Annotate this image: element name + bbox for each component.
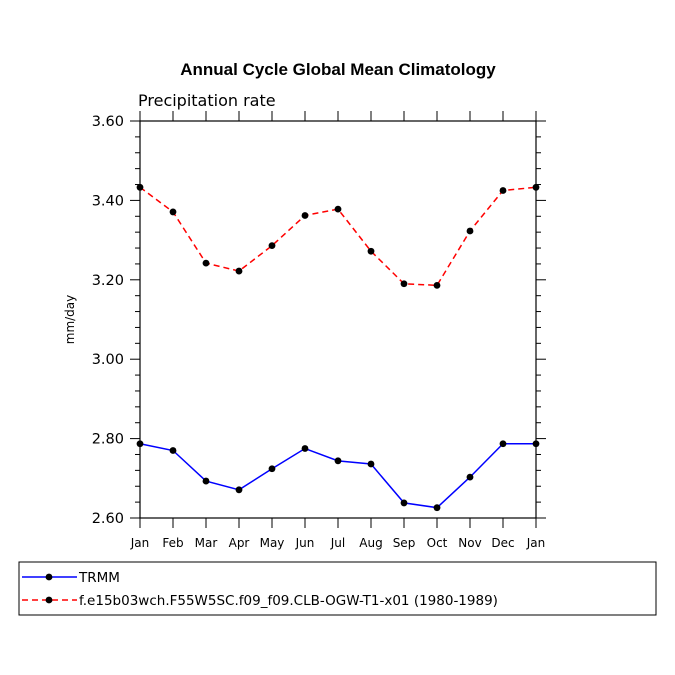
x-tick-label: Apr — [229, 536, 250, 550]
data-point — [433, 281, 441, 289]
y-tick-label: 3.20 — [92, 273, 124, 289]
data-point — [367, 460, 375, 468]
data-point — [169, 208, 177, 216]
data-point — [235, 486, 243, 494]
x-tick-label: Nov — [458, 536, 481, 550]
chart-subtitle: Precipitation rate — [138, 91, 276, 110]
data-point — [334, 205, 342, 213]
chart-title: Annual Cycle Global Mean Climatology — [180, 60, 496, 79]
y-tick-label: 3.00 — [92, 352, 124, 368]
series-line-1 — [139, 186, 537, 287]
data-point — [532, 183, 540, 191]
x-tick-label: Oct — [427, 536, 448, 550]
y-tick-label: 3.40 — [92, 193, 124, 209]
data-point — [136, 183, 144, 191]
series-layer — [136, 183, 540, 512]
x-tick-label: Feb — [162, 536, 183, 550]
data-point — [334, 457, 342, 465]
x-tick-label: Sep — [393, 536, 416, 550]
data-point — [400, 499, 408, 507]
series-line-0 — [139, 443, 536, 509]
data-point — [499, 187, 507, 194]
y-tick-label: 3.60 — [92, 114, 124, 130]
data-point — [466, 473, 474, 481]
y-tick-label: 2.80 — [92, 432, 124, 448]
data-point — [268, 465, 276, 473]
legend-marker — [45, 573, 53, 581]
x-tick-label: Jun — [295, 536, 315, 550]
data-point — [532, 440, 540, 448]
data-point — [202, 259, 210, 267]
data-point — [169, 447, 177, 454]
y-axis-label: mm/day — [63, 295, 77, 345]
data-point — [268, 242, 276, 250]
data-point — [400, 280, 408, 288]
data-point — [433, 504, 441, 512]
legend: TRMM f.e15b03wch.F55W5SC.f09_f09.CLB-OGW-… — [18, 561, 657, 616]
data-point — [301, 212, 309, 219]
data-point — [466, 227, 474, 235]
x-tick-label: Dec — [491, 536, 514, 550]
data-point — [235, 267, 243, 275]
legend-box — [18, 561, 657, 616]
legend-label: TRMM — [78, 570, 120, 586]
legend-label: f.e15b03wch.F55W5SC.f09_f09.CLB-OGW-T1-x… — [79, 593, 498, 609]
legend-marker — [45, 596, 53, 604]
data-point — [301, 445, 309, 452]
data-point — [499, 440, 507, 448]
x-tick-label: Mar — [195, 536, 218, 550]
data-point — [367, 247, 375, 255]
y-tick-label: 2.60 — [92, 511, 124, 527]
x-tick-label: Aug — [359, 536, 382, 550]
x-tick-label: Jul — [330, 536, 345, 550]
data-point — [136, 440, 144, 448]
data-point — [202, 477, 210, 485]
x-tick-label: Jan — [526, 536, 546, 550]
x-tick-label: Jan — [130, 536, 150, 550]
x-tick-label: May — [260, 536, 285, 550]
axes: 2.60 2.80 3.00 3.20 3.40 3.60 Jan Feb Mar Apr May J… — [92, 111, 546, 550]
